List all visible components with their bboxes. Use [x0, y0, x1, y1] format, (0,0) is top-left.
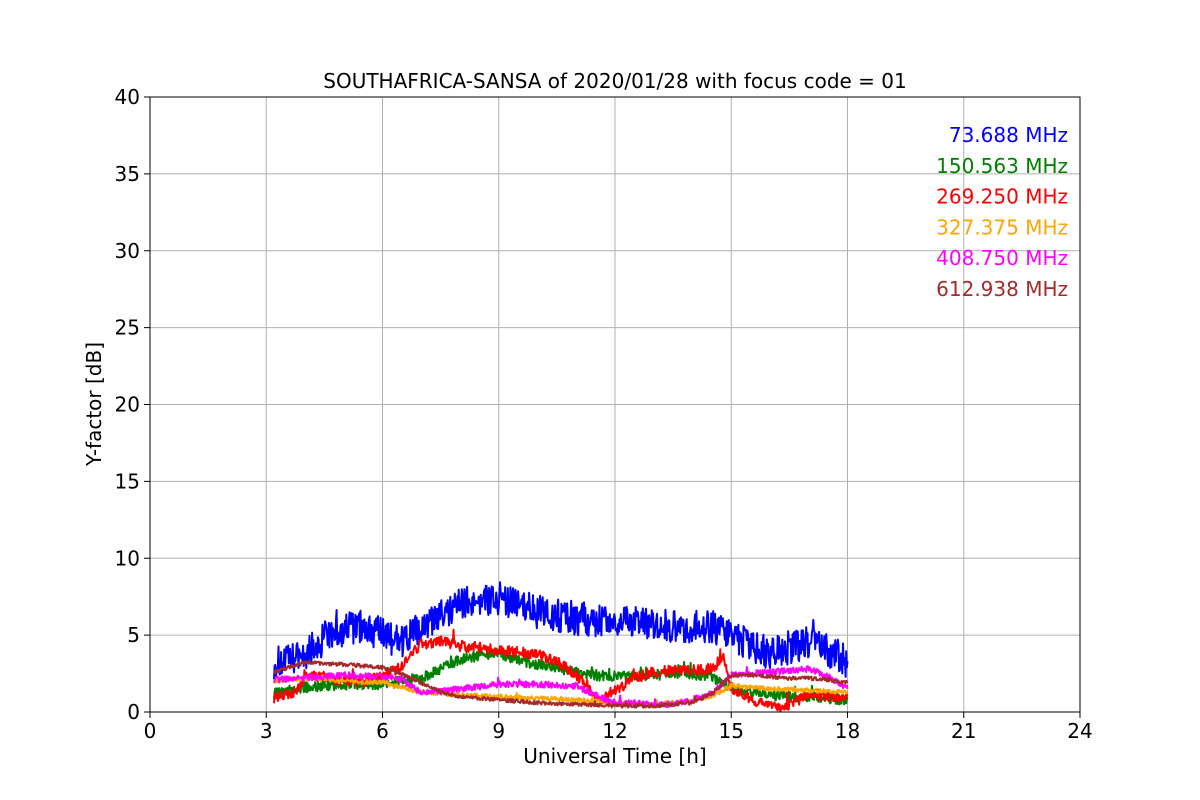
series-lines [273, 581, 849, 713]
x-tick-label: 18 [835, 719, 860, 743]
x-tick-label: 21 [951, 719, 976, 743]
series-line [273, 660, 849, 709]
y-tick-label: 25 [115, 316, 140, 340]
series-line [273, 674, 848, 708]
x-axis-label: Universal Time [h] [523, 744, 706, 768]
y-tick-label: 0 [127, 700, 140, 724]
series-line [273, 581, 849, 680]
legend-entry: 150.563 MHz [936, 154, 1068, 178]
x-tick-label: 6 [376, 719, 389, 743]
x-tick-label: 3 [260, 719, 273, 743]
legend-entry: 612.938 MHz [936, 277, 1068, 301]
x-tick-label: 24 [1067, 719, 1092, 743]
x-tick-label: 0 [144, 719, 157, 743]
legend-entry: 73.688 MHz [949, 123, 1068, 147]
y-tick-label: 30 [115, 239, 140, 263]
legend-entry: 408.750 MHz [936, 246, 1068, 270]
y-tick-label: 40 [115, 85, 140, 109]
y-tick-label: 35 [115, 162, 140, 186]
legend-entry: 327.375 MHz [936, 215, 1068, 239]
y-tick-label: 10 [115, 546, 140, 570]
x-tick-label: 12 [602, 719, 627, 743]
x-tick-label: 15 [719, 719, 744, 743]
axis-ticks: 0 3 6 9 12 15 18 21 24 0 5 10 15 20 25 30 35 40 [115, 85, 1093, 743]
legend: 73.688 MHz 150.563 MHz 269.250 MHz 327.375 … [936, 123, 1068, 301]
y-tick-label: 15 [115, 469, 140, 493]
legend-entry: 269.250 MHz [936, 185, 1068, 209]
y-tick-label: 20 [115, 393, 140, 417]
chart-title: SOUTHAFRICA-SANSA of 2020/01/28 with foc… [323, 69, 907, 93]
y-axis-label: Y-factor [dB] [82, 342, 106, 467]
y-tick-label: 5 [127, 623, 140, 647]
series-line [273, 665, 849, 709]
x-tick-label: 9 [492, 719, 505, 743]
